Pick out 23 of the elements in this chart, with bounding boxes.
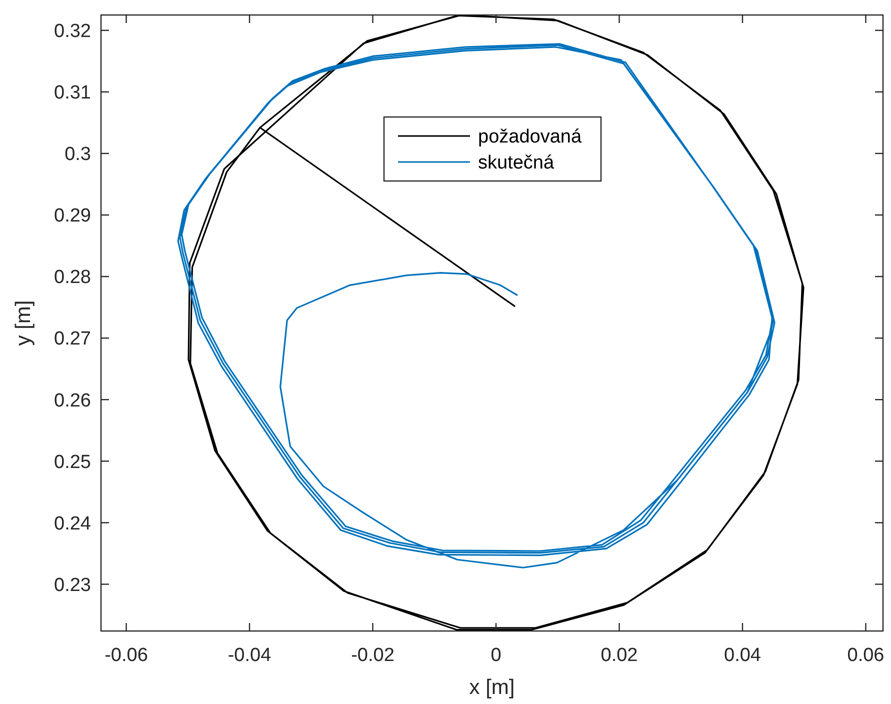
x-axis-title: x [m]: [469, 676, 515, 699]
x-tick-label: -0.02: [351, 645, 394, 666]
y-tick-label: 0.27: [54, 328, 91, 350]
y-tick-label: 0.23: [54, 574, 91, 596]
y-tick-label: 0.29: [54, 206, 91, 227]
y-tick-label: 0.25: [54, 452, 91, 473]
legend-label: skutečná: [478, 152, 554, 174]
x-tick-label: -0.06: [104, 645, 148, 666]
x-tick-label: 0.06: [847, 645, 884, 666]
line-series: [177, 43, 776, 568]
line-series: [188, 15, 804, 631]
y-tick-label: 0.32: [54, 21, 91, 42]
y-tick-label: 0.3: [64, 144, 91, 166]
legend-label: požadovaná: [478, 126, 582, 148]
y-tick-label: 0.26: [54, 390, 91, 412]
y-tick-label: 0.24: [54, 513, 92, 534]
x-tick-label: 0.02: [600, 645, 638, 666]
x-tick-label: 0: [490, 645, 502, 666]
y-tick-label: 0.31: [54, 82, 91, 104]
x-tick-label: -0.04: [228, 645, 272, 666]
y-axis-title: y [m]: [12, 300, 35, 346]
y-tick-label: 0.28: [54, 267, 91, 288]
x-tick-label: 0.04: [724, 645, 762, 666]
